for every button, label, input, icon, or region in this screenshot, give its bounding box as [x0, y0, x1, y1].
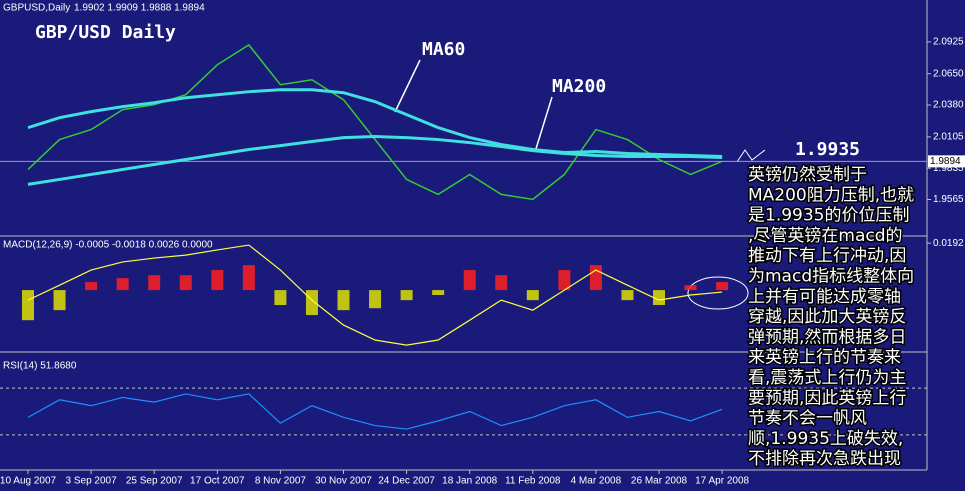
y-tick-label: 2.0105	[933, 132, 964, 143]
macd-bar	[653, 290, 665, 306]
ohlc-text: 1.9902 1.9909 1.9888 1.9894	[74, 3, 205, 14]
macd-bar	[558, 270, 571, 291]
signal-line	[27, 244, 723, 346]
y-tick-label: 2.0380	[933, 100, 964, 111]
macd-bar	[274, 290, 287, 306]
level-label: 1.9935	[795, 139, 860, 160]
macd-bar	[305, 290, 318, 316]
x-tick-label: 17 Oct 2007	[190, 476, 245, 487]
note-line: 英镑仍然受制于	[748, 165, 867, 185]
macd-bar	[684, 285, 697, 291]
y-tick-label: 2.0925	[933, 36, 964, 47]
price-line	[27, 43, 723, 201]
note-line: 节奏不会一帆风	[748, 409, 867, 429]
x-tick-label: 26 Mar 2008	[631, 476, 688, 487]
x-tick-label: 18 Jan 2008	[442, 476, 497, 487]
chart-title: GBPUSD,Daily	[3, 3, 70, 14]
macd-bar	[53, 290, 66, 311]
note-line: 为macd指标线整体向	[748, 267, 914, 287]
x-tick-label: 17 Apr 2008	[695, 476, 749, 487]
note-line: 上并有可能达成零轴	[748, 287, 901, 307]
macd-bar	[369, 290, 382, 309]
note-line: 看,震荡式上行仍为主	[748, 368, 906, 388]
watermark: GBP/USD Daily	[35, 22, 176, 43]
note-line: 不排除再次急跌出现	[748, 449, 901, 469]
ma60-label: MA60	[422, 39, 465, 60]
rsi-title: RSI(14) 51.8680	[3, 361, 77, 372]
macd-bar	[495, 275, 508, 291]
last-price-label: 1.9894	[930, 156, 961, 167]
note-line: 弹预期,然而根据多日	[748, 327, 906, 347]
annotation-pointer	[394, 59, 421, 113]
macd-bar	[621, 290, 634, 301]
last-price-box	[928, 155, 965, 168]
note-line: ,尽管英镑在macd的	[748, 226, 903, 246]
macd-bar	[337, 290, 350, 311]
price-line	[27, 135, 723, 186]
note-line: 穿越,因此加大英镑反	[748, 307, 906, 327]
macd-bar	[22, 290, 34, 321]
note-line: 来英镑上行的节奏来	[748, 348, 901, 368]
x-tick-label: 8 Nov 2007	[255, 476, 307, 487]
annotation-pointer	[736, 149, 766, 163]
x-tick-label: 25 Sep 2007	[126, 476, 183, 487]
macd-bar	[211, 270, 224, 291]
note-line: 要预期,因此英镑上行	[748, 388, 906, 408]
highlight-ellipse	[687, 276, 749, 310]
rsi-line	[27, 393, 723, 430]
macd-bar	[242, 265, 255, 291]
x-tick-label: 24 Dec 2007	[378, 476, 435, 487]
note-line: 是1.9935的价位压制	[748, 206, 909, 226]
y-tick-label: 0.0192	[933, 238, 964, 249]
macd-bar	[85, 282, 98, 291]
macd-title: MACD(12,26,9) -0.0005 -0.0018 0.0026 0.0…	[3, 240, 213, 251]
macd-bar	[400, 290, 413, 301]
macd-bar	[432, 290, 445, 295]
annotation-pointer	[534, 96, 553, 153]
x-tick-label: 10 Aug 2007	[0, 476, 57, 487]
ma200-label: MA200	[552, 76, 606, 97]
y-tick-label: 1.9565	[933, 194, 964, 205]
x-tick-label: 30 Nov 2007	[315, 476, 372, 487]
macd-bar	[116, 278, 129, 291]
macd-bar	[526, 290, 539, 301]
x-tick-label: 11 Feb 2008	[505, 476, 561, 487]
note-line: 推动下有上行冲动,因	[748, 246, 906, 266]
macd-bar	[463, 270, 476, 291]
macd-bar	[179, 275, 192, 291]
price-line	[27, 88, 723, 158]
x-tick-label: 3 Sep 2007	[66, 476, 118, 487]
x-tick-label: 4 Mar 2008	[571, 476, 622, 487]
macd-bar	[148, 275, 161, 291]
macd-bar	[716, 282, 729, 291]
y-tick-label: 2.0650	[933, 68, 964, 79]
note-line: MA200阻力压制,也就	[748, 185, 914, 205]
note-line: 顺,1.9935上破失效,	[748, 429, 903, 449]
macd-bar	[589, 265, 602, 291]
y-tick-label: 1.9835	[933, 163, 964, 174]
